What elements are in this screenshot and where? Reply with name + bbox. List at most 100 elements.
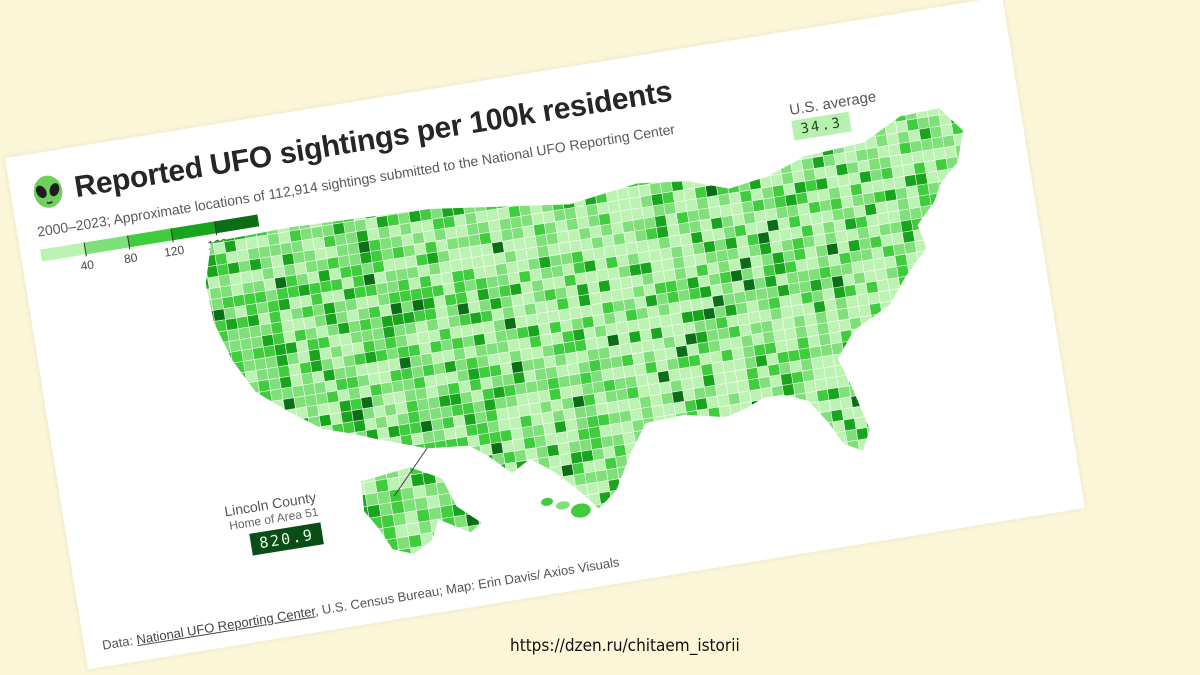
county-cell	[559, 520, 572, 533]
county-cell	[259, 390, 272, 403]
county-cell	[720, 416, 733, 429]
county-cell	[267, 367, 280, 380]
county-cell	[557, 509, 570, 522]
county-cell	[619, 410, 632, 423]
county-cell	[602, 301, 614, 314]
county-cell	[377, 293, 390, 306]
county-cell	[956, 355, 969, 368]
county-cell	[656, 293, 669, 305]
county-cell	[606, 468, 619, 481]
county-cell	[773, 396, 786, 409]
county-cell	[382, 393, 395, 405]
county-cell	[312, 371, 325, 383]
county-cell	[492, 520, 505, 533]
county-cell	[948, 446, 961, 459]
county-cell	[297, 351, 310, 364]
county-cell	[550, 399, 563, 412]
county-cell	[806, 324, 819, 337]
county-cell	[518, 471, 530, 484]
county-cell	[896, 265, 909, 278]
county-cell	[969, 298, 982, 311]
county-cell	[393, 324, 406, 337]
county-cell	[383, 526, 397, 540]
county-cell	[805, 458, 818, 471]
county-cell	[735, 436, 748, 449]
county-cell	[494, 185, 506, 198]
county-cell	[513, 238, 526, 251]
source-link[interactable]: National UFO Reporting Center	[135, 603, 317, 648]
county-cell	[287, 219, 300, 231]
county-cell	[912, 429, 925, 442]
county-cell	[253, 280, 266, 293]
county-cell	[851, 395, 864, 408]
county-cell	[446, 304, 459, 317]
county-cell	[412, 232, 425, 245]
county-cell	[742, 134, 754, 147]
county-cell	[591, 303, 604, 316]
county-cell	[344, 365, 357, 378]
county-cell	[845, 429, 858, 442]
county-cell	[959, 104, 972, 112]
county-cell	[607, 334, 620, 347]
county-cell	[697, 275, 710, 288]
county-cell	[543, 355, 556, 368]
county-cell	[394, 257, 407, 270]
county-cell	[892, 444, 905, 457]
watermark-url[interactable]: https://dzen.ru/chitaem_istorii	[510, 636, 740, 656]
county-cell	[639, 396, 652, 408]
county-cell	[520, 415, 533, 428]
county-cell	[719, 338, 732, 351]
county-cell	[918, 328, 931, 341]
county-cell	[340, 544, 353, 557]
county-cell	[881, 445, 894, 458]
county-cell	[398, 548, 412, 561]
county-cell	[322, 436, 335, 449]
county-cell	[676, 278, 689, 291]
county-cell	[479, 299, 491, 312]
county-cell	[933, 214, 946, 227]
county-cell	[714, 305, 727, 318]
county-cell	[992, 238, 1005, 251]
county-cell	[590, 437, 603, 450]
county-cell	[536, 312, 549, 325]
county-cell	[903, 375, 916, 388]
county-cell	[816, 456, 829, 469]
county-cell	[412, 299, 425, 312]
county-cell	[310, 293, 323, 306]
county-cell	[535, 301, 548, 314]
county-cell	[701, 296, 714, 309]
county-cell	[328, 401, 341, 414]
county-cell	[258, 379, 270, 392]
county-cell	[340, 477, 353, 490]
county-cell	[904, 241, 917, 254]
county-cell	[346, 376, 359, 389]
county-cell	[840, 263, 853, 276]
county-cell	[535, 167, 548, 180]
county-cell	[937, 448, 950, 460]
county-cell	[692, 376, 705, 389]
county-cell	[336, 311, 349, 324]
county-cell	[780, 440, 793, 453]
county-cell	[322, 503, 335, 516]
county-cell	[695, 331, 708, 344]
county-cell	[542, 344, 555, 357]
county-cell	[327, 257, 340, 270]
county-cell	[896, 332, 909, 345]
county-cell	[645, 361, 658, 374]
county-cell	[654, 282, 667, 295]
county-cell	[345, 231, 358, 244]
county-cell	[494, 531, 507, 543]
county-cell	[370, 383, 383, 396]
county-cell	[958, 232, 971, 245]
county-cell	[774, 129, 787, 141]
county-cell	[606, 401, 619, 414]
county-cell	[796, 192, 808, 205]
county-cell	[686, 410, 699, 423]
county-cell	[610, 356, 623, 369]
county-cell	[690, 365, 703, 378]
county-cell	[863, 125, 876, 138]
county-cell	[548, 243, 560, 256]
county-cell	[978, 151, 991, 164]
county-cell	[957, 155, 970, 168]
county-cell	[797, 203, 810, 216]
